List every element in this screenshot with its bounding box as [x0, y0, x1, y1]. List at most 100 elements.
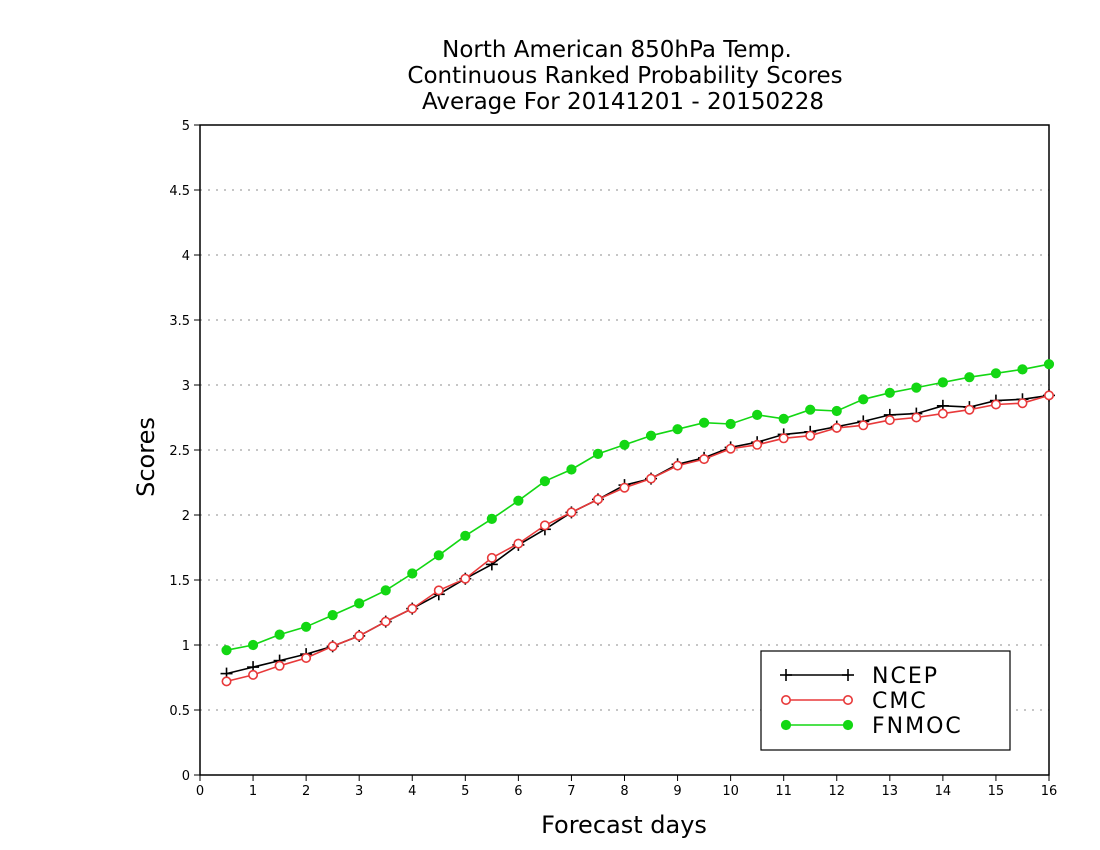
data-point-fnmoc: [354, 598, 365, 609]
legend-item-ncep: NCEP: [780, 664, 939, 689]
data-point-cmc: [566, 507, 577, 518]
data-point-fnmoc: [566, 464, 577, 475]
x-tick-label: 10: [722, 784, 739, 799]
data-point-cmc: [990, 399, 1001, 410]
data-point-fnmoc: [513, 495, 524, 506]
series-cmc: [221, 390, 1055, 687]
data-point-fnmoc: [990, 368, 1002, 379]
data-point-cmc: [539, 520, 550, 531]
y-tick-label: 0.5: [169, 704, 190, 719]
data-point-fnmoc: [380, 585, 391, 596]
chart-title: North American 850hPa Temp. Continuous R…: [407, 37, 842, 115]
data-point-cmc: [592, 494, 603, 505]
x-axis: 0 1 2 3 4 5 6 7 8 9 10 11 12 13 14 15 16: [196, 775, 1057, 799]
legend-marker: [780, 694, 791, 705]
x-tick-label: 14: [935, 784, 952, 799]
data-point-cmc: [725, 443, 736, 454]
data-point-fnmoc: [407, 568, 418, 579]
data-point-fnmoc: [725, 418, 736, 430]
data-point-cmc: [433, 585, 444, 596]
y-tick-label: 3.5: [169, 314, 190, 329]
data-point-cmc: [380, 616, 391, 627]
x-tick-label: 12: [828, 784, 845, 799]
data-point-cmc: [646, 473, 657, 484]
data-point-fnmoc: [433, 550, 444, 561]
y-tick-label: 0: [182, 769, 190, 784]
y-tick-label: 2: [182, 509, 190, 524]
data-point-cmc: [1044, 390, 1055, 401]
y-tick-label: 4.5: [169, 184, 190, 199]
series-ncep: [220, 389, 1055, 680]
legend-marker: [842, 669, 854, 681]
y-tick-label: 1.5: [169, 574, 190, 589]
data-point-fnmoc: [1043, 359, 1055, 370]
data-point-fnmoc: [486, 513, 497, 525]
legend-marker: [780, 719, 792, 731]
legend-marker: [842, 694, 853, 705]
x-tick-label: 8: [620, 784, 628, 799]
data-point-cmc: [831, 422, 842, 433]
x-tick-label: 16: [1041, 784, 1058, 799]
legend-label: NCEP: [872, 664, 939, 689]
chart-title-line-3: Average For 20141201 - 20150228: [422, 89, 824, 115]
chart-title-line-1: North American 850hPa Temp.: [442, 37, 792, 63]
data-point-cmc: [858, 420, 869, 431]
data-point-cmc: [964, 404, 975, 415]
x-tick-label: 2: [302, 784, 310, 799]
data-point-cmc: [486, 552, 497, 563]
data-point-fnmoc: [539, 476, 551, 487]
legend-marker: [842, 719, 854, 731]
x-tick-label: 0: [196, 784, 204, 799]
x-tick-label: 5: [461, 784, 469, 799]
data-point-fnmoc: [805, 404, 816, 415]
data-point-cmc: [248, 669, 259, 680]
legend-label: CMC: [872, 689, 928, 714]
y-axis-title: Scores: [132, 417, 160, 497]
data-point-cmc: [699, 454, 710, 465]
data-point-fnmoc: [592, 448, 604, 459]
data-point-fnmoc: [460, 530, 471, 541]
data-point-cmc: [937, 408, 948, 419]
data-point-fnmoc: [778, 413, 789, 424]
x-tick-label: 13: [882, 784, 899, 799]
data-point-fnmoc: [645, 430, 657, 441]
x-axis-title: Forecast days: [541, 811, 707, 839]
data-point-cmc: [407, 603, 418, 614]
data-point-fnmoc: [247, 639, 259, 651]
x-tick-label: 6: [514, 784, 522, 799]
y-axis: 0 0.5 1 1.5 2 2.5 3 3.5 4 4.5 5: [169, 119, 200, 784]
x-tick-label: 3: [355, 784, 363, 799]
x-tick-label: 11: [775, 784, 792, 799]
data-point-cmc: [619, 482, 630, 493]
data-point-cmc: [1017, 398, 1028, 409]
data-point-fnmoc: [937, 377, 948, 388]
y-tick-label: 3: [182, 379, 190, 394]
y-tick-label: 1: [182, 639, 190, 654]
series-line-fnmoc: [226, 363, 1050, 651]
data-point-fnmoc: [911, 382, 922, 393]
data-point-cmc: [301, 652, 312, 663]
legend-label: FNMOC: [872, 714, 963, 739]
legend-item-cmc: CMC: [780, 689, 928, 714]
series-line-ncep: [226, 394, 1050, 675]
y-tick-label: 5: [182, 119, 190, 134]
data-point-fnmoc: [1017, 364, 1028, 375]
data-point-fnmoc: [884, 387, 895, 398]
chart-title-line-2: Continuous Ranked Probability Scores: [407, 63, 842, 89]
data-point-cmc: [672, 460, 683, 471]
y-tick-label: 4: [182, 249, 190, 264]
x-tick-label: 1: [249, 784, 257, 799]
legend-marker: [780, 669, 792, 681]
x-tick-label: 9: [673, 784, 681, 799]
data-point-cmc: [354, 630, 365, 641]
x-tick-label: 7: [567, 784, 575, 799]
data-point-cmc: [752, 439, 763, 450]
data-point-cmc: [778, 433, 789, 444]
data-point-fnmoc: [301, 621, 312, 632]
data-point-cmc: [221, 676, 232, 687]
data-point-cmc: [460, 573, 471, 584]
x-tick-label: 4: [408, 784, 416, 799]
data-point-fnmoc: [752, 409, 763, 420]
